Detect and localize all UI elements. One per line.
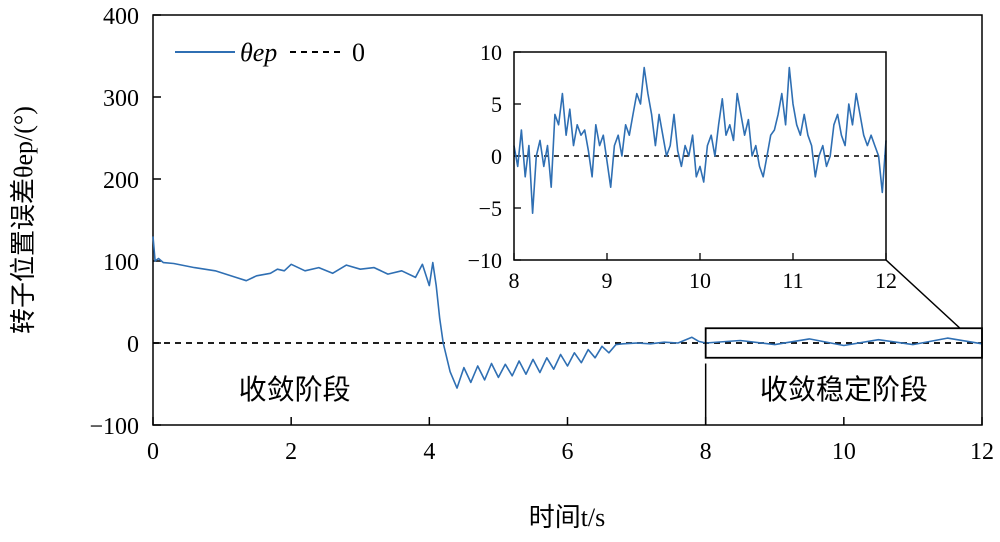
legend-label-theta: θep	[240, 38, 277, 67]
legend: θep 0	[175, 38, 365, 67]
inset-y-tick-label: −5	[479, 196, 502, 221]
x-tick-label: 2	[285, 439, 297, 465]
zoom-connector-line	[885, 259, 961, 329]
series-line-theta-ep	[152, 236, 983, 389]
y-tick-label: 300	[103, 86, 139, 112]
x-tick-label: 0	[147, 439, 159, 465]
x-tick-label: 8	[700, 439, 712, 465]
inset-series-line-theta-ep	[513, 66, 887, 214]
inset-y-tick-label: 0	[491, 144, 502, 169]
inset-x-tick-label: 11	[782, 268, 803, 293]
y-tick-label: −100	[89, 414, 139, 440]
x-axis-title: 时间t/s	[529, 503, 606, 532]
legend-label-zero: 0	[352, 38, 365, 67]
y-tick-label: 400	[103, 4, 139, 30]
x-tick-label: 12	[970, 439, 994, 465]
inset-x-tick-label: 12	[875, 268, 897, 293]
inset-x-tick-label: 10	[689, 268, 711, 293]
x-tick-label: 10	[832, 439, 856, 465]
y-tick-label: 100	[103, 250, 139, 276]
inset-series-group	[513, 66, 887, 214]
y-tick-label: 0	[127, 332, 139, 358]
phase-label-converging: 收敛阶段	[239, 374, 351, 406]
zoom-box	[704, 327, 983, 359]
inset-axis-ticks: 8 9 10 11 12 −10 −5 0 5 10	[468, 40, 897, 293]
main-series-group	[152, 236, 983, 389]
inset-x-tick-label: 9	[602, 268, 613, 293]
inset-y-tick-label: −10	[468, 248, 502, 273]
inset-plot: 8 9 10 11 12 −10 −5 0 5 10	[468, 40, 897, 293]
inset-frame	[513, 51, 887, 261]
phase-label-stable: 收敛稳定阶段	[760, 374, 928, 406]
inset-y-tick-label: 10	[480, 40, 502, 65]
y-axis-title: 转子位置误差θep/(°)	[9, 106, 38, 334]
x-tick-label: 6	[562, 439, 574, 465]
inset-y-tick-label: 5	[491, 92, 502, 117]
y-tick-label: 200	[103, 168, 139, 194]
inset-x-tick-label: 8	[509, 268, 520, 293]
x-tick-label: 4	[423, 439, 435, 465]
